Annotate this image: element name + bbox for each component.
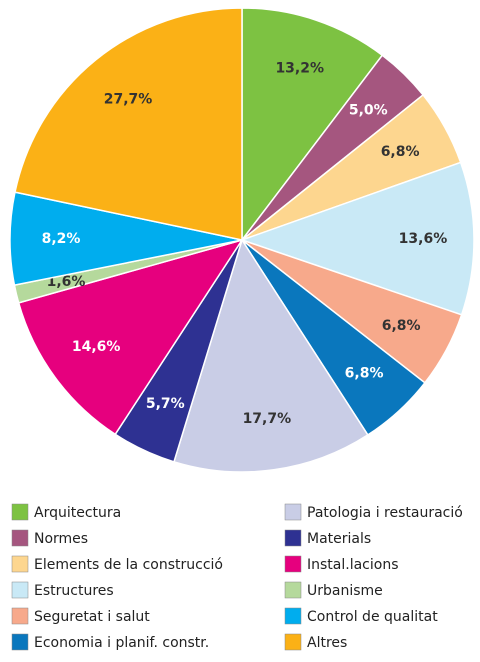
legend-label: Altres — [307, 635, 347, 651]
slice-label: 5,7% — [146, 396, 185, 412]
slice-label: 6,8% — [345, 366, 384, 382]
legend-swatch — [11, 581, 29, 599]
pie-slice — [173, 238, 369, 473]
legend-label: Normes — [34, 531, 88, 547]
pie-slice — [14, 7, 243, 241]
legend-swatch — [284, 529, 302, 547]
pie-slice — [17, 238, 244, 436]
slice-label: 17,7% — [243, 411, 292, 427]
slice-label: 6,8% — [382, 318, 421, 334]
slice-label: 1,6% — [47, 274, 86, 290]
legend-label: Seguretat i salut — [34, 609, 150, 625]
slice-label: 13,2% — [275, 60, 324, 76]
legend-label: Estructures — [34, 583, 114, 599]
legend-label: Arquitectura — [34, 505, 121, 521]
legend-swatch — [284, 633, 302, 651]
slice-label: 8,2% — [42, 231, 81, 247]
legend-swatch — [11, 607, 29, 625]
slice-label: 14,6% — [72, 339, 121, 355]
legend-swatch — [11, 555, 29, 573]
legend-swatch — [284, 607, 302, 625]
legend-swatch — [284, 581, 302, 599]
legend-swatch — [284, 503, 302, 521]
legend-label: Control de qualitat — [307, 609, 438, 625]
legend-label: Elements de la construcció — [34, 557, 223, 573]
legend-label: Urbanisme — [307, 583, 383, 599]
legend-swatch — [11, 633, 29, 651]
legend-label: Patologia i restauració — [307, 505, 463, 521]
pie-slice — [239, 161, 475, 316]
legend-label: Instal.lacions — [307, 557, 399, 573]
slice-label: 13,6% — [399, 231, 448, 247]
legend-swatch — [284, 555, 302, 573]
slice-label: 27,7% — [104, 91, 153, 107]
slice-label: 5,0% — [349, 102, 388, 118]
pie-slice — [241, 7, 384, 243]
legend-swatch — [11, 503, 29, 521]
legend-label: Economia i planif. constr. — [34, 635, 209, 651]
legend-swatch — [11, 529, 29, 547]
slice-label: 6,8% — [381, 144, 420, 160]
legend-label: Materials — [307, 531, 371, 547]
